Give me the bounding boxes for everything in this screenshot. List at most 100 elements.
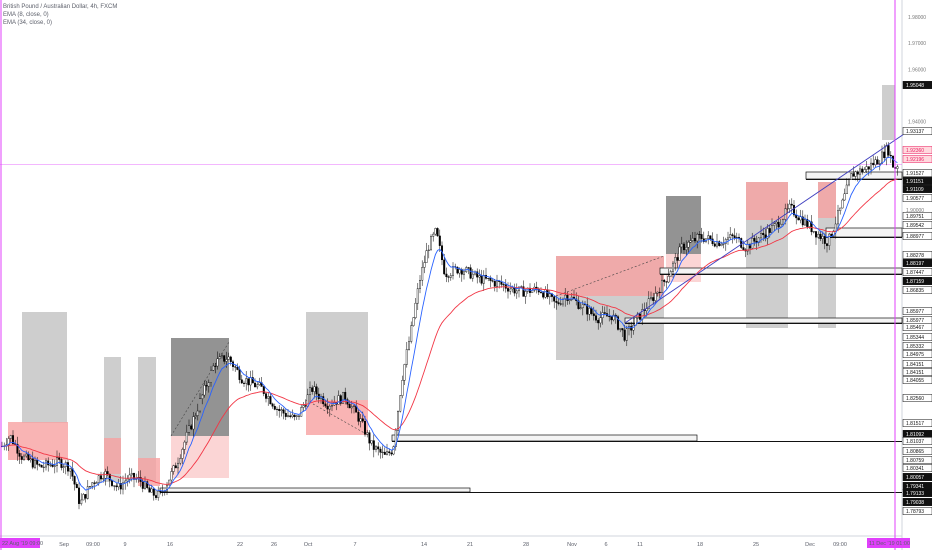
time-end-label: 11 Dec '19 01:00 xyxy=(869,541,910,547)
candle-body xyxy=(271,403,274,407)
zone-box xyxy=(171,436,229,478)
candle-body xyxy=(38,464,41,466)
candle-body xyxy=(58,457,61,460)
candle-body xyxy=(36,459,39,465)
price-label-box xyxy=(902,212,932,220)
candle-body xyxy=(207,382,210,387)
candle-body xyxy=(581,304,584,309)
candle-body xyxy=(515,290,518,294)
candle-body xyxy=(377,446,380,450)
candle-body xyxy=(793,204,796,216)
candle-body xyxy=(9,435,12,439)
candle-body xyxy=(507,288,510,292)
price-label: 1.80865 xyxy=(906,449,924,455)
candle-body xyxy=(656,291,659,294)
candle-body xyxy=(97,475,100,483)
candle-body xyxy=(823,236,826,244)
candle-body xyxy=(821,236,824,239)
ema-slow-legend[interactable]: EMA (34, close, 0) xyxy=(3,20,53,26)
price-label: 1.84055 xyxy=(906,378,924,384)
price-label: 1.93137 xyxy=(906,129,924,135)
candle-body xyxy=(117,482,120,488)
candle-body xyxy=(458,269,461,274)
price-label-box xyxy=(902,376,932,384)
level-box xyxy=(159,487,471,493)
candle-body xyxy=(757,237,760,243)
candle-body xyxy=(265,393,268,399)
candle-body xyxy=(245,378,248,384)
candle-body xyxy=(850,173,853,180)
candle-body xyxy=(896,166,899,169)
price-label-box xyxy=(902,286,932,294)
candle-body xyxy=(289,415,292,417)
candle-body xyxy=(511,287,514,290)
time-label: 18 xyxy=(697,542,703,548)
price-label-box xyxy=(902,350,932,358)
level-box xyxy=(391,434,698,442)
price-label: 1.85977 xyxy=(906,309,924,315)
candle-body xyxy=(214,365,217,367)
candle-body xyxy=(478,275,481,278)
candle-body xyxy=(361,418,364,422)
candle-body xyxy=(711,238,714,245)
candle-body xyxy=(128,474,131,480)
time-label: 21 xyxy=(467,542,473,548)
price-label: 1.88278 xyxy=(906,253,924,259)
candle-body xyxy=(66,462,69,472)
price-label: 1.91151 xyxy=(906,179,924,185)
price-label: 1.87159 xyxy=(906,279,924,285)
candle-body xyxy=(553,296,556,302)
price-label-box xyxy=(902,473,932,481)
candle-body xyxy=(324,403,327,407)
candle-body xyxy=(815,231,818,238)
candle-body xyxy=(412,317,415,326)
candle-body xyxy=(399,395,402,412)
candle-body xyxy=(11,435,14,444)
price-label-box xyxy=(902,146,932,154)
candle-body xyxy=(269,396,272,405)
candle-body xyxy=(729,234,732,239)
candle-body xyxy=(496,280,499,287)
candle-body xyxy=(443,259,446,275)
candle-body xyxy=(130,473,133,476)
candle-body xyxy=(652,297,655,301)
price-label-box xyxy=(902,268,932,276)
candle-body xyxy=(597,320,600,324)
candle-body xyxy=(408,341,411,350)
price-label: 1.86835 xyxy=(906,288,924,294)
price-label: 1.81037 xyxy=(906,439,924,445)
ema-fast-legend[interactable]: EMA (8, close, 0) xyxy=(3,12,49,18)
candle-body xyxy=(216,358,219,367)
candle-body xyxy=(181,449,184,459)
candle-body xyxy=(238,369,241,380)
price-label-box xyxy=(902,333,932,341)
candle-body xyxy=(300,407,303,417)
level-box xyxy=(660,274,902,275)
candle-body xyxy=(203,385,206,396)
candle-body xyxy=(276,408,279,410)
candle-body xyxy=(865,166,868,170)
price-label: 1.89751 xyxy=(906,214,924,220)
candle-body xyxy=(42,466,45,468)
candle-body xyxy=(722,243,725,245)
candle-body xyxy=(491,280,494,282)
candle-body xyxy=(799,216,802,221)
candle-body xyxy=(62,466,65,468)
candle-body xyxy=(80,499,83,504)
symbol-title[interactable]: British Pound / Australian Dollar, 4h, F… xyxy=(3,4,118,10)
price-label-box xyxy=(902,169,932,177)
candle-body xyxy=(359,418,362,422)
candle-body xyxy=(463,271,466,275)
level-box xyxy=(659,267,903,275)
candle-body xyxy=(126,478,129,482)
candle-body xyxy=(401,380,404,396)
price-label-box xyxy=(902,456,932,464)
candle-body xyxy=(322,396,325,405)
candle-body xyxy=(99,475,102,480)
candle-body xyxy=(852,173,855,177)
candle-body xyxy=(18,453,21,457)
candle-body xyxy=(742,247,745,250)
candle-body xyxy=(84,494,87,499)
time-label: Sep xyxy=(59,542,69,548)
